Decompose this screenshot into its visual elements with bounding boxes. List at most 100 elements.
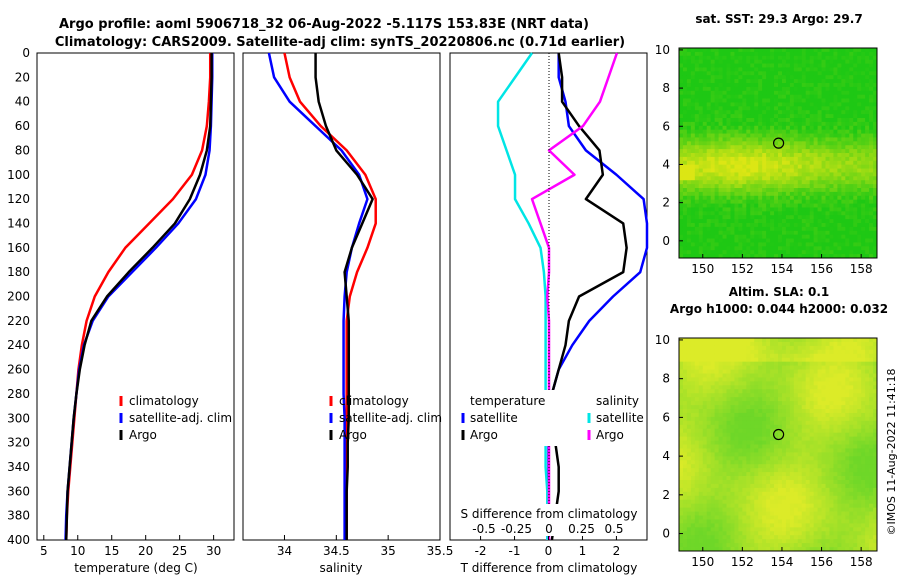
map-cell xyxy=(679,389,684,394)
map-cell xyxy=(750,369,755,374)
map-cell xyxy=(694,527,700,532)
map-cell xyxy=(861,242,866,247)
map-cell xyxy=(734,79,739,84)
map-cell xyxy=(746,145,751,150)
map-cell xyxy=(774,149,779,154)
map-cell xyxy=(698,507,704,512)
map-cell xyxy=(770,503,775,509)
map-cell xyxy=(813,460,818,465)
map-cell xyxy=(710,389,716,394)
map-cell xyxy=(762,203,767,208)
map-cell xyxy=(793,464,799,469)
map-cell xyxy=(742,195,747,201)
map-cell xyxy=(714,230,719,236)
map-cell xyxy=(873,114,878,119)
map-cell xyxy=(805,137,811,142)
map-cell xyxy=(817,428,822,434)
map-cell xyxy=(778,527,783,532)
map-cell xyxy=(809,195,815,201)
map-cell xyxy=(781,125,787,131)
map-cell xyxy=(829,180,834,185)
map-cell xyxy=(754,405,759,410)
map-cell xyxy=(742,357,747,363)
map-cell xyxy=(805,531,811,536)
map-cell xyxy=(726,349,731,355)
map-cell xyxy=(726,238,731,243)
map-cell xyxy=(805,48,811,53)
map-cell xyxy=(679,110,684,115)
map-cell xyxy=(738,357,743,363)
map-cell xyxy=(710,448,716,453)
map-cell xyxy=(873,55,878,61)
map-cell xyxy=(797,381,803,386)
map-cell xyxy=(833,51,838,57)
map-cell xyxy=(718,86,723,92)
map-cell xyxy=(813,172,818,177)
map-cell xyxy=(690,254,696,259)
map-cell xyxy=(754,137,759,142)
map-cell xyxy=(746,381,751,386)
map-cell xyxy=(726,338,731,343)
map-cell xyxy=(873,160,878,166)
map-cell xyxy=(861,234,866,239)
map-cell xyxy=(706,483,712,489)
map-cell xyxy=(770,71,775,76)
map-cell xyxy=(714,440,719,445)
map-cell xyxy=(845,250,850,255)
map-cell xyxy=(853,114,858,119)
map-cell xyxy=(750,393,755,398)
map-cell xyxy=(837,385,842,390)
map-cell xyxy=(809,110,815,115)
map-cell xyxy=(774,495,779,501)
map-cell xyxy=(825,369,830,374)
map-cell xyxy=(686,184,692,189)
map-cell xyxy=(841,63,846,68)
map-cell xyxy=(781,428,787,434)
map-cell xyxy=(690,432,696,438)
map-cell xyxy=(702,86,708,92)
map-cell xyxy=(853,156,858,162)
map-cell xyxy=(837,145,842,150)
map-cell xyxy=(789,472,795,477)
map-cell xyxy=(809,114,815,119)
series-line-climatology xyxy=(64,53,212,541)
map-cell xyxy=(722,219,727,224)
map-cell xyxy=(679,172,684,177)
map-cell xyxy=(682,353,688,359)
map-cell xyxy=(801,460,807,465)
map-cell xyxy=(710,483,716,489)
map-cell xyxy=(805,141,811,146)
sal-legend-satellite: satellite-adj. clim xyxy=(339,411,442,425)
map-cell xyxy=(793,519,799,524)
map-cell xyxy=(845,141,850,146)
map-cell xyxy=(750,106,755,111)
map-cell xyxy=(821,519,826,524)
map-cell xyxy=(778,102,783,107)
map-cell xyxy=(750,114,755,119)
map-cell xyxy=(746,357,751,363)
map-cell xyxy=(710,393,716,398)
map-cell xyxy=(774,191,779,197)
map-cell xyxy=(813,238,818,243)
map-cell xyxy=(809,539,815,544)
map-cell xyxy=(690,133,696,138)
map-cell xyxy=(809,102,815,107)
map-cell xyxy=(718,444,723,449)
map-cell xyxy=(793,468,799,473)
map-cell xyxy=(738,254,743,259)
map-cell xyxy=(746,393,751,398)
map-cell xyxy=(770,491,775,497)
map-cell xyxy=(750,156,755,162)
map-cell xyxy=(778,511,783,516)
map-cell xyxy=(706,145,712,150)
map-cell xyxy=(821,539,826,544)
map-cell xyxy=(686,412,692,418)
map-cell xyxy=(734,361,739,367)
map-cell xyxy=(686,385,692,390)
map-cell xyxy=(698,369,704,374)
map-cell xyxy=(857,234,862,239)
map-cell xyxy=(841,195,846,201)
map-cell xyxy=(746,137,751,142)
map-cell xyxy=(762,238,767,243)
map-cell xyxy=(698,102,704,107)
